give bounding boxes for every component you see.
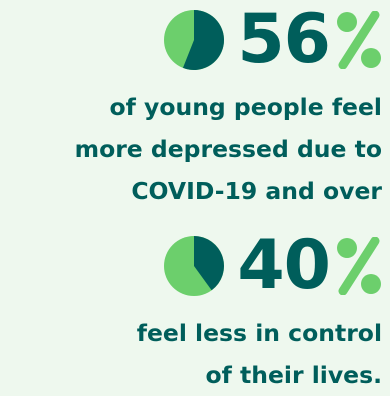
caption-line: more depressed due to [74,135,382,163]
caption-line: of young people feel [109,93,382,121]
pie-chart-icon [164,9,225,71]
percent-sign-icon [337,237,381,295]
stat-value-40: 40 [237,226,331,305]
caption-line: COVID-19 and over [131,177,382,205]
caption-stat-56: of young people feel more depressed due … [75,86,382,212]
stat-row-40: 40 [163,232,382,300]
percent-sign-icon [337,11,381,69]
stat-value-56: 56 [237,0,331,79]
caption-line: of their lives. [205,361,382,389]
pie-chart-icon [164,236,225,296]
caption-line: feel less in control [136,319,382,347]
stat-row-56: 56 [163,6,382,74]
caption-stat-40: feel less in control of their lives. [137,312,382,396]
